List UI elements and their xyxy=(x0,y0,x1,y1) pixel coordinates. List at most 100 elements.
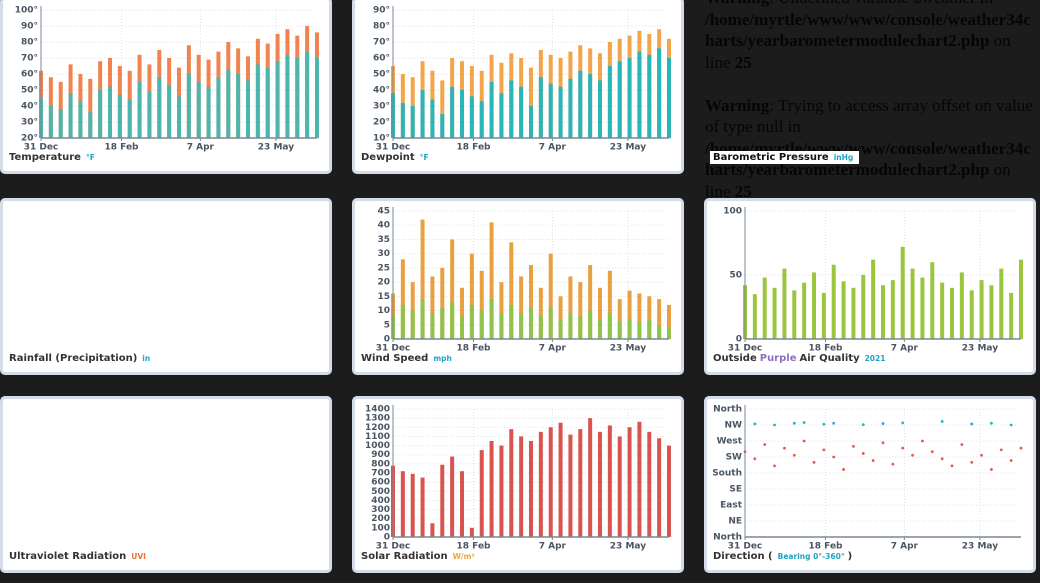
bar xyxy=(460,316,464,339)
bar xyxy=(88,78,93,138)
y-tick-label: 900 xyxy=(371,450,390,460)
bar xyxy=(410,106,415,138)
bar xyxy=(598,431,602,537)
chart-panel: 0 5 10 15 20 25 30 35 40 45 31 Dec 18 Feb 7 Apr 23 Ma… xyxy=(352,198,684,375)
bar xyxy=(538,316,543,339)
point xyxy=(1009,423,1013,427)
bar xyxy=(578,70,583,138)
bar xyxy=(657,48,662,138)
bar xyxy=(529,67,533,138)
unit: 2021 xyxy=(864,354,886,363)
y-tick-label: North xyxy=(713,533,742,543)
y-tick-label: 70° xyxy=(373,38,390,48)
y-tick-label: 1200 xyxy=(365,423,390,433)
bar xyxy=(529,441,533,537)
bar xyxy=(831,264,836,339)
bar xyxy=(400,304,405,339)
chart-panel: 20° 30° 40° 50° 60° 70° 80° 90° 100° 31 Dec 18 Feb… xyxy=(0,0,332,174)
bar xyxy=(950,287,954,339)
bar xyxy=(999,268,1004,339)
warning-label: Warning xyxy=(705,95,770,115)
chart-title: Rainfall (Precipitation) in xyxy=(6,352,156,365)
point xyxy=(940,457,944,461)
bar xyxy=(568,313,573,339)
bar xyxy=(226,69,231,138)
chart-panel: 10° 20° 30° 40° 50° 60° 70° 80° 90° 31 Dec 18 Feb 7… xyxy=(352,0,684,174)
point xyxy=(990,468,993,471)
bar xyxy=(979,280,984,339)
point xyxy=(802,421,806,424)
bar xyxy=(450,239,455,339)
x-tick-label: 7 Apr xyxy=(539,542,567,552)
bar xyxy=(499,313,504,339)
point xyxy=(921,439,924,443)
y-tick-label: 40° xyxy=(373,86,390,96)
bar xyxy=(440,114,445,138)
y-tick-label: 500 xyxy=(371,487,390,497)
bar xyxy=(137,82,142,138)
point xyxy=(881,441,885,445)
bar xyxy=(588,418,593,537)
bar xyxy=(206,86,211,138)
title: Temperature xyxy=(9,152,81,163)
bar xyxy=(489,299,494,339)
bar xyxy=(499,445,504,537)
x-tick-label: 31 Dec xyxy=(376,542,411,552)
x-tick-label: 31 Dec xyxy=(728,542,763,552)
bar xyxy=(617,299,622,339)
title: Rainfall (Precipitation) xyxy=(9,353,138,364)
y-tick-label: 1000 xyxy=(365,441,390,451)
title: Direction ( xyxy=(713,551,773,562)
bar xyxy=(627,58,632,138)
chart-panel: Barometric Pressure inHg xyxy=(704,0,1036,174)
x-tick-label: 23 May xyxy=(610,344,646,354)
bar xyxy=(499,93,504,138)
point xyxy=(753,422,757,426)
y-tick-label: 200 xyxy=(371,514,390,524)
bar xyxy=(519,313,524,339)
bar xyxy=(157,77,162,138)
bar xyxy=(548,83,553,138)
y-tick-label: 10 xyxy=(377,306,390,316)
point xyxy=(783,446,786,450)
bar xyxy=(410,473,415,537)
bar xyxy=(117,94,122,138)
y-tick-label: East xyxy=(720,501,743,511)
warning-text: Warning: Undefined variable $weather in … xyxy=(705,0,1037,224)
x-tick-label: 23 May xyxy=(962,344,998,354)
bar xyxy=(667,445,671,537)
warning: Warning: Trying to access array offset o… xyxy=(705,95,1037,203)
warning-line: 25 xyxy=(734,181,752,201)
chart-title: Ultraviolet Radiation UVI xyxy=(6,550,152,563)
bar xyxy=(305,51,310,138)
chart: 20° 30° 40° 50° 60° 70° 80° 90° 100° 31 Dec 18 Feb… xyxy=(15,6,319,153)
bar xyxy=(236,74,241,138)
bar xyxy=(400,102,405,138)
bar xyxy=(68,93,73,138)
bar xyxy=(598,319,602,339)
bar xyxy=(568,78,573,138)
chart-title: Dewpoint °F xyxy=(358,151,435,164)
title-part: Air Quality xyxy=(799,353,860,364)
bar xyxy=(216,77,221,138)
bar xyxy=(469,304,474,339)
x-tick-label: 7 Apr xyxy=(187,143,215,153)
point xyxy=(950,464,954,468)
bar xyxy=(529,265,533,339)
bar xyxy=(519,86,524,138)
warning-on: on line xyxy=(705,31,1011,72)
point xyxy=(960,443,964,446)
bar xyxy=(430,523,435,537)
bar xyxy=(98,90,103,138)
point xyxy=(871,459,875,462)
point xyxy=(940,420,944,423)
bar xyxy=(627,427,632,537)
bar xyxy=(538,77,543,138)
bar xyxy=(900,246,905,339)
bar xyxy=(265,67,270,138)
x-tick-label: 23 May xyxy=(610,542,646,552)
bar xyxy=(469,527,474,537)
point xyxy=(861,423,865,427)
x-tick-label: 7 Apr xyxy=(891,344,919,354)
chart: 10° 20° 30° 40° 50° 60° 70° 80° 90° 31 Dec 18 Feb 7… xyxy=(373,6,671,153)
